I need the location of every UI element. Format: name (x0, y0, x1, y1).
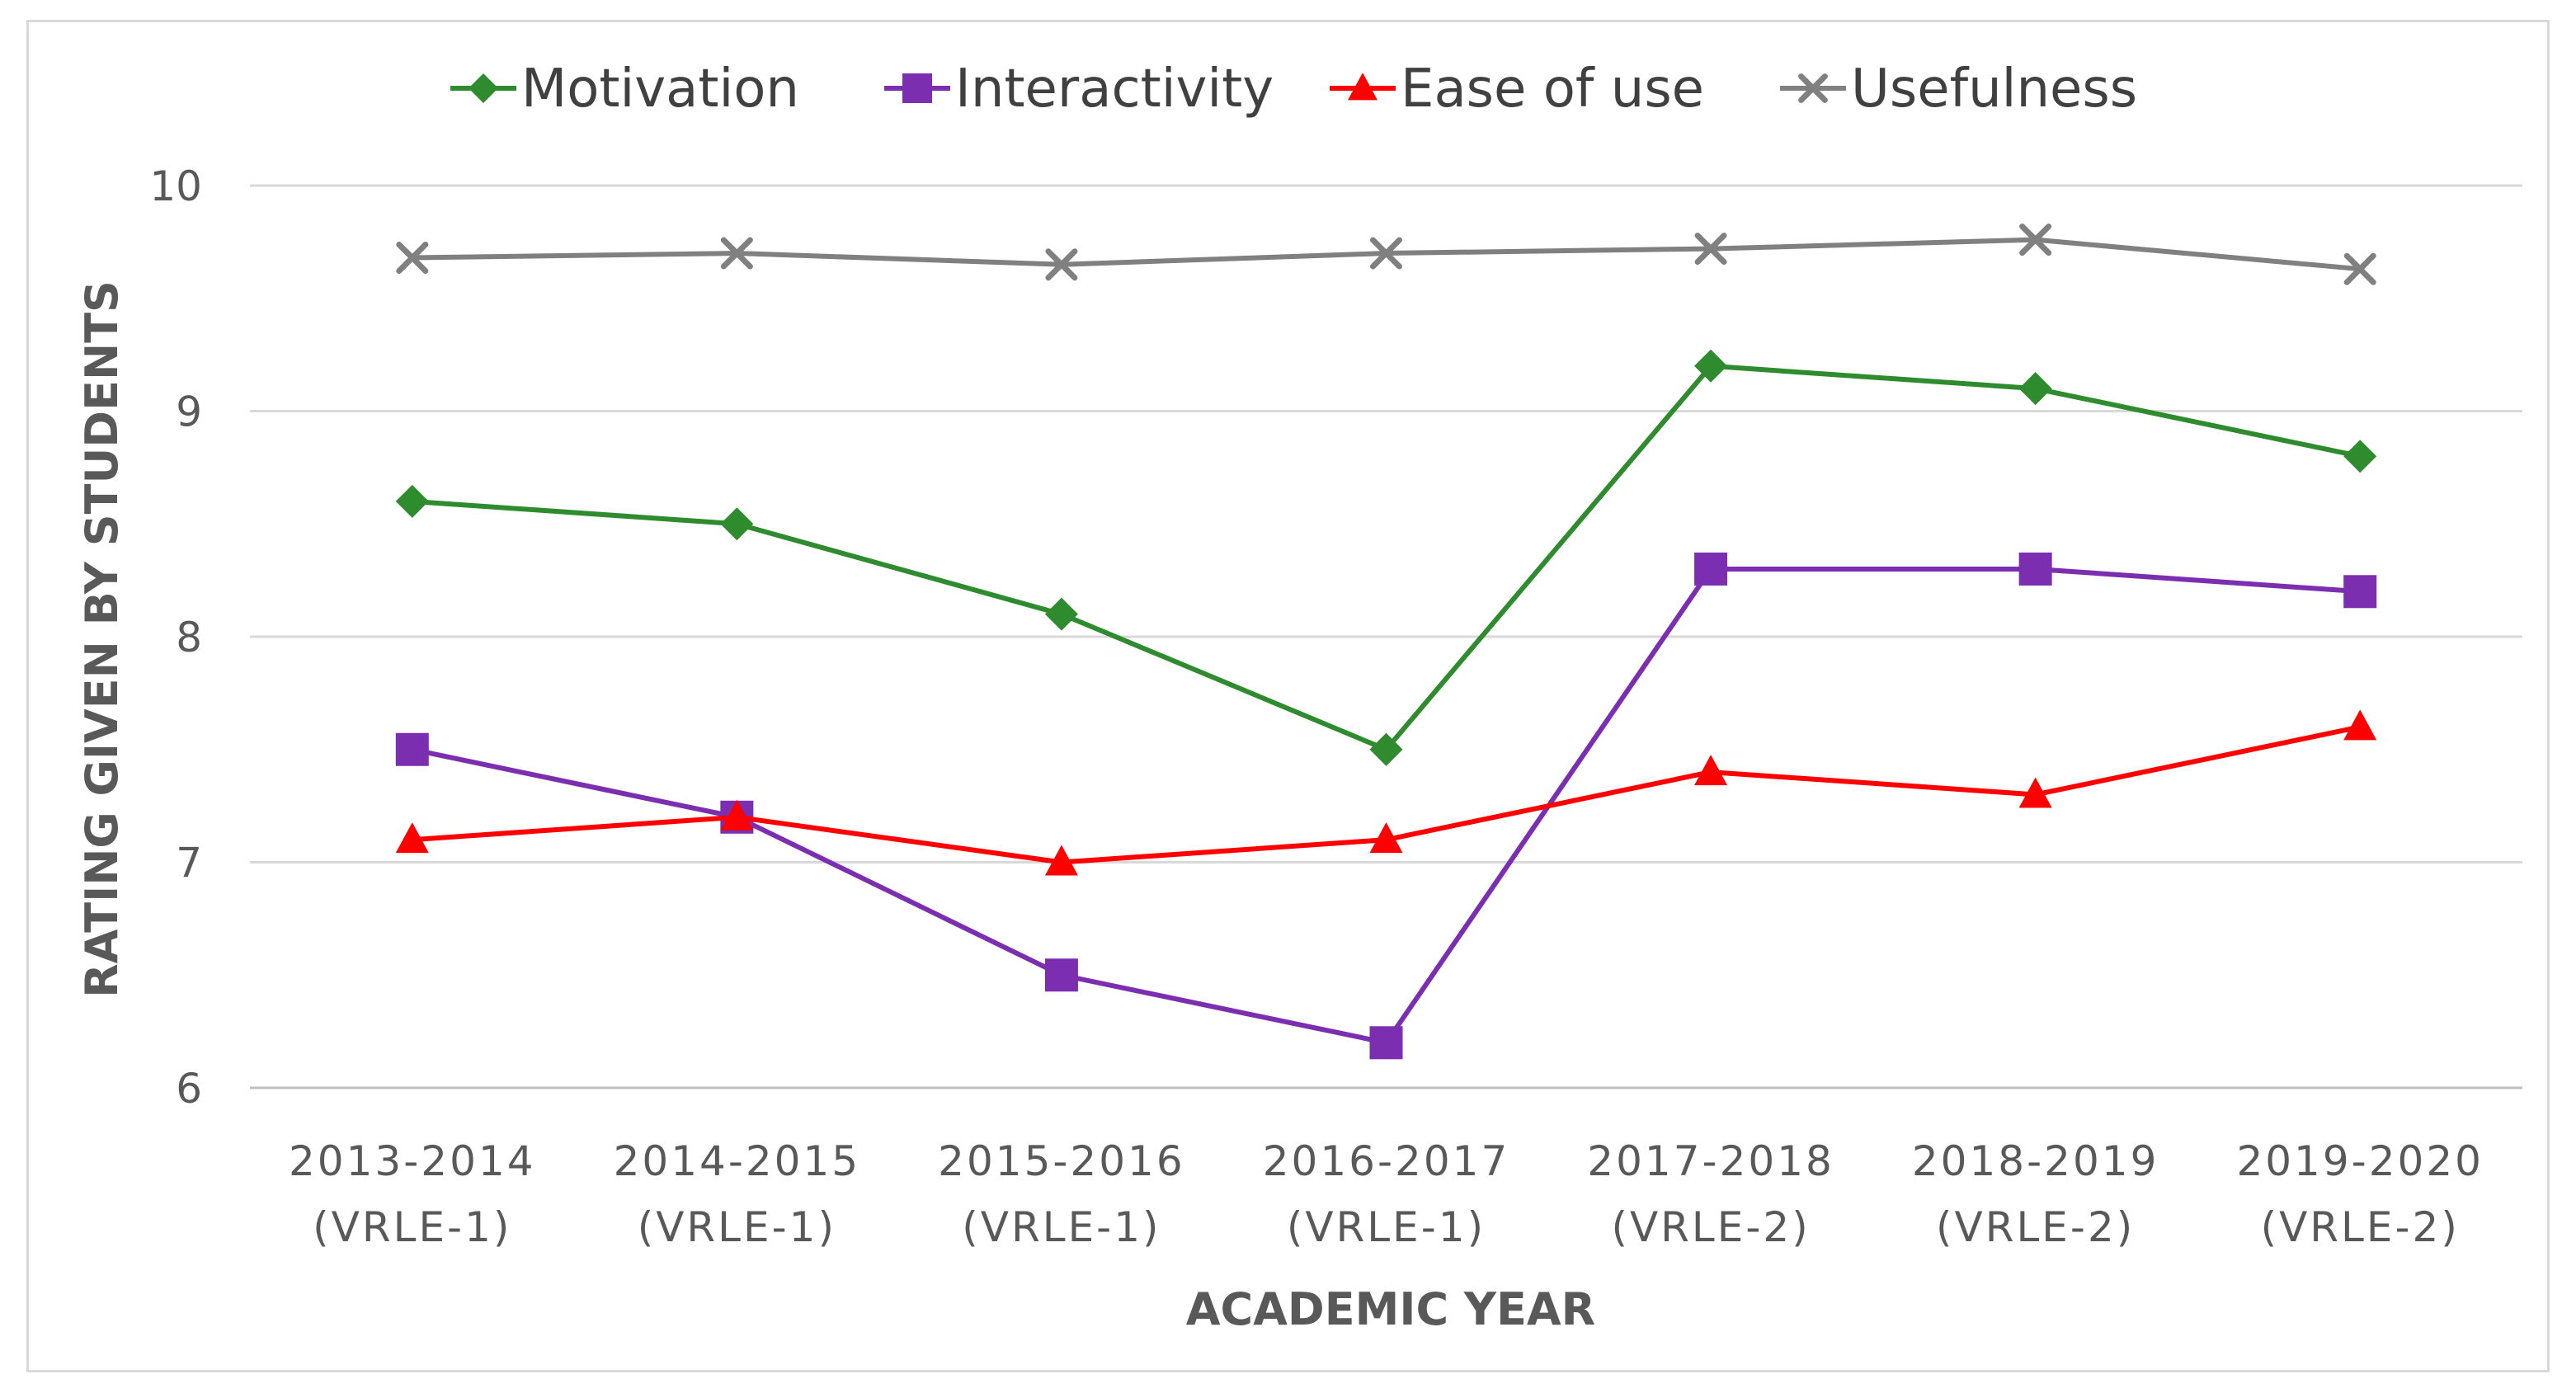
x-tick-label: 2018-2019 (1912, 1137, 2159, 1185)
data-point-ease-of-use (2018, 777, 2052, 808)
data-point-motivation (1694, 349, 1728, 383)
legend-item-ease-of-use: Ease of use (1330, 59, 1704, 120)
y-tick-label: 6 (176, 1065, 202, 1113)
x-tick-label: 2016-2017 (1263, 1137, 1510, 1185)
data-point-usefulness (396, 242, 429, 275)
series-motivation (395, 349, 2377, 766)
data-point-usefulness (1694, 233, 1727, 266)
x-tick-sublabel: (VRLE-1) (1287, 1203, 1486, 1251)
data-point-interactivity (2343, 575, 2377, 609)
data-point-ease-of-use (720, 799, 754, 831)
y-tick-label: 7 (176, 840, 202, 887)
data-point-ease-of-use (2343, 709, 2377, 741)
series-line-motivation (412, 363, 2361, 752)
data-point-interactivity (1369, 1026, 1403, 1060)
series-interactivity (395, 552, 2377, 1060)
x-axis-ticks: 2013-2014 (VRLE-1) 2014-2015 (VRLE-1) 2015-2… (289, 1137, 2484, 1251)
legend-item-usefulness: Usefulness (1780, 59, 2137, 120)
data-point-usefulness (720, 237, 753, 270)
x-tick-sublabel: (VRLE-2) (1936, 1203, 2135, 1251)
x-tick-sublabel: (VRLE-2) (2261, 1203, 2460, 1251)
legend-marker-ease-of-use (1348, 73, 1377, 101)
legend-label-ease-of-use: Ease of use (1401, 59, 1704, 120)
legend-item-interactivity: Interactivity (884, 59, 1274, 120)
data-point-motivation (395, 484, 429, 518)
data-point-motivation (1044, 597, 1078, 631)
y-tick-label: 10 (149, 162, 202, 210)
x-tick-label: 2017-2018 (1587, 1137, 1834, 1185)
legend-label-motivation: Motivation (521, 59, 799, 120)
data-point-interactivity (395, 732, 429, 766)
series-ease-of-use (395, 709, 2377, 876)
legend-marker-motivation (469, 73, 498, 103)
data-point-interactivity (2018, 552, 2052, 586)
x-tick-label: 2013-2014 (289, 1137, 536, 1185)
data-point-usefulness (1045, 248, 1078, 281)
legend-marker-interactivity (902, 73, 932, 103)
data-point-usefulness (2343, 252, 2376, 285)
x-tick-label: 2014-2015 (614, 1137, 861, 1185)
series-line-interactivity (412, 566, 2361, 1046)
x-tick-sublabel: (VRLE-2) (1611, 1203, 1810, 1251)
x-axis-title: ACADEMIC YEAR (1186, 1283, 1596, 1335)
chart-frame (26, 20, 2550, 1372)
legend-label-interactivity: Interactivity (955, 59, 1274, 120)
legend: Motivation Interactivity Ease of use Useful… (450, 59, 2137, 120)
series-usefulness (396, 224, 2376, 285)
data-point-ease-of-use (395, 822, 429, 854)
gridlines (250, 184, 2522, 1089)
x-tick-sublabel: (VRLE-1) (638, 1203, 836, 1251)
legend-marker-usefulness (1798, 73, 1828, 103)
series-group (395, 224, 2377, 1060)
y-tick-label: 8 (176, 614, 202, 661)
data-point-interactivity (1694, 552, 1728, 586)
data-point-usefulness (1370, 237, 1402, 270)
x-tick-label: 2015-2016 (938, 1137, 1185, 1185)
data-point-motivation (1369, 732, 1403, 766)
x-tick-sublabel: (VRLE-1) (962, 1203, 1161, 1251)
legend-item-motivation: Motivation (450, 59, 799, 120)
data-point-ease-of-use (1369, 822, 1403, 854)
x-tick-label: 2019-2020 (2236, 1137, 2484, 1185)
data-point-ease-of-use (1044, 845, 1078, 876)
y-axis-title: RATING GIVEN BY STUDENTS (76, 280, 128, 998)
x-tick-sublabel: (VRLE-1) (313, 1203, 511, 1251)
legend-label-usefulness: Usefulness (1851, 59, 2137, 120)
data-point-usefulness (2019, 224, 2052, 256)
y-axis-ticks: 6 7 8 9 10 (149, 162, 202, 1113)
data-point-motivation (2343, 440, 2377, 473)
data-point-ease-of-use (1694, 755, 1728, 786)
data-point-motivation (720, 507, 754, 541)
data-point-motivation (2018, 372, 2052, 406)
y-tick-label: 9 (176, 388, 202, 436)
data-point-interactivity (1044, 958, 1078, 992)
